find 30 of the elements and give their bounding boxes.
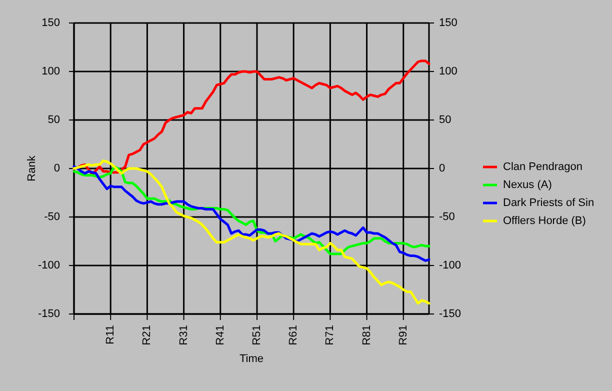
- legend-label: Clan Pendragon: [503, 161, 583, 173]
- y-tick-label: 0: [54, 162, 60, 174]
- y-tick-label: -50: [44, 211, 60, 223]
- legend-label: Dark Priests of Sin: [503, 197, 594, 209]
- y2-tick-label: 150: [439, 17, 458, 29]
- y2-tick-label: -150: [439, 308, 462, 320]
- x-tick-label: R71: [324, 325, 336, 346]
- legend-label: Offlers Horde (B): [503, 215, 586, 227]
- y-tick-label: 150: [42, 17, 60, 29]
- x-tick-label: R31: [178, 325, 190, 346]
- x-tick-label: R21: [141, 325, 154, 346]
- legend-label: Nexus (A): [503, 179, 552, 191]
- y-tick-label: -150: [38, 308, 60, 320]
- x-tick-label: R81: [360, 325, 373, 346]
- y2-tick-label: -50: [439, 211, 455, 223]
- y-axis-title: Rank: [26, 155, 38, 182]
- x-tick-label: R51: [250, 325, 263, 346]
- y-tick-label: 100: [42, 66, 60, 78]
- y2-tick-label: 0: [439, 162, 446, 174]
- y2-tick-label: 50: [439, 114, 452, 126]
- line-series: [72, 159, 430, 305]
- y2-tick-label: 100: [439, 66, 458, 78]
- y-tick-label: 50: [48, 114, 60, 126]
- x-tick-label: R91: [397, 325, 410, 346]
- x-tick-label: R61: [288, 325, 300, 346]
- x-axis-title: Time: [239, 353, 264, 365]
- x-tick-label: R11: [104, 325, 117, 344]
- y-tick-label: -100: [38, 260, 60, 272]
- x-tick-label: R41: [214, 325, 226, 346]
- y2-tick-label: -100: [439, 260, 462, 272]
